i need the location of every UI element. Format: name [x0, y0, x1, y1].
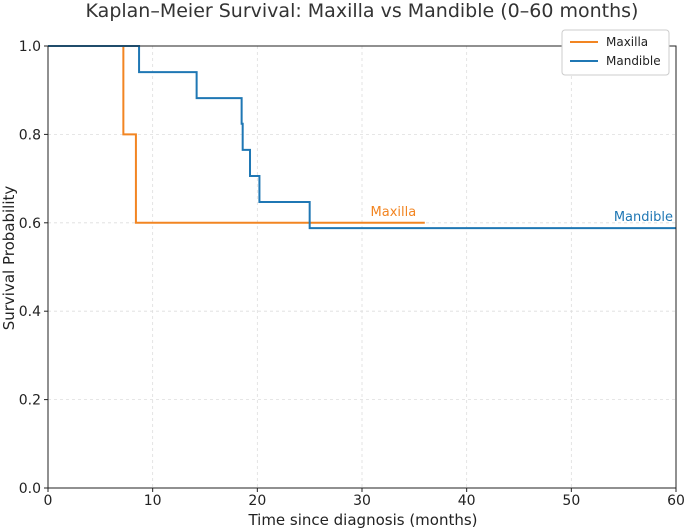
- y-tick-label: 0.2: [19, 393, 41, 409]
- x-tick-label: 60: [667, 493, 685, 509]
- y-axis-label: Survival Probability: [0, 186, 18, 331]
- legend: Maxilla Mandible: [561, 29, 670, 76]
- y-tick-label: 0.0: [19, 481, 41, 497]
- y-tick-label: 1.0: [19, 39, 41, 55]
- annotation-maxilla: Maxilla: [371, 205, 417, 220]
- x-tick-label: 20: [248, 493, 266, 509]
- y-tick-label: 0.4: [19, 304, 41, 320]
- chart-title: Kaplan–Meier Survival: Maxilla vs Mandib…: [86, 0, 639, 22]
- y-axis-ticks: 0.0 0.2 0.4 0.6 0.8 1.0: [19, 39, 48, 497]
- legend-label-mandible: Mandible: [606, 54, 661, 68]
- annotation-mandible: Mandible: [614, 210, 673, 225]
- series-line-mandible: [48, 45, 676, 230]
- y-tick-label: 0.8: [19, 127, 41, 143]
- x-tick-label: 50: [562, 493, 580, 509]
- series-annotations: Maxilla Mandible: [371, 205, 673, 225]
- grid: [47, 45, 677, 489]
- x-axis-label: Time since diagnosis (months): [247, 511, 477, 529]
- x-tick-label: 30: [353, 493, 371, 509]
- y-tick-label: 0.6: [19, 216, 41, 232]
- x-tick-label: 0: [44, 493, 53, 509]
- x-axis-ticks: 0 10 20 30 40 50 60: [44, 488, 685, 509]
- x-tick-label: 10: [144, 493, 162, 509]
- legend-label-maxilla: Maxilla: [606, 35, 648, 49]
- x-tick-label: 40: [458, 493, 476, 509]
